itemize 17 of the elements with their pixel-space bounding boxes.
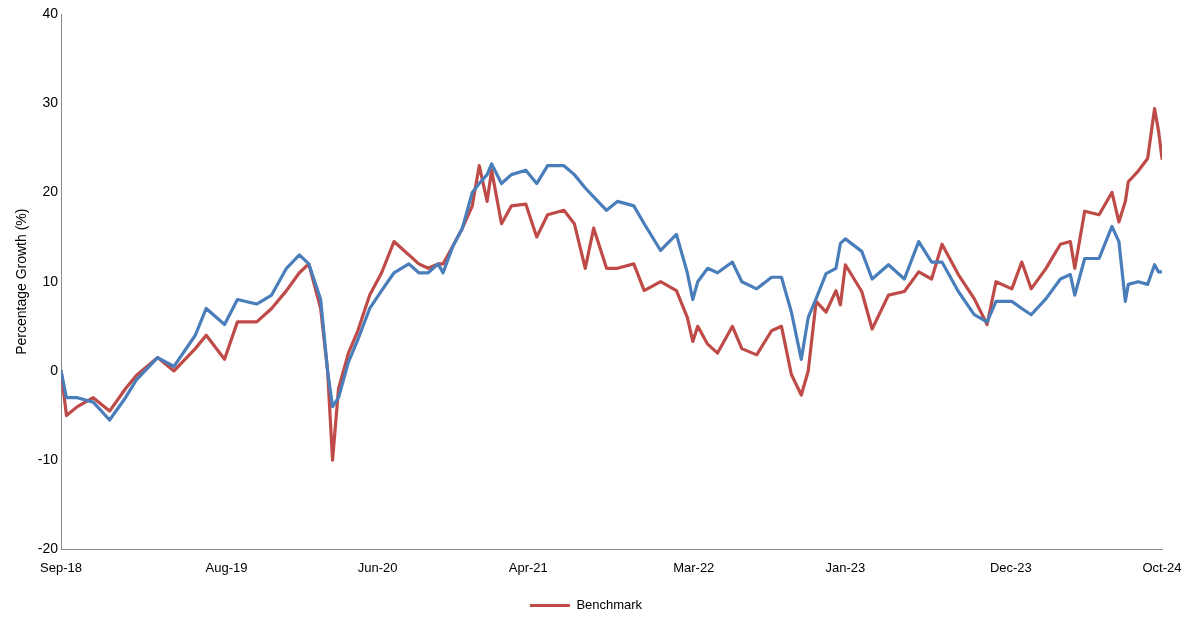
x-tick-label: Apr-21	[508, 559, 548, 575]
x-tick-label: Jan-23	[825, 559, 866, 575]
x-tick-label: Oct-24	[1142, 559, 1182, 575]
y-tick-label: -20	[37, 540, 59, 557]
y-tick-label: 30	[42, 94, 59, 111]
x-tick-label: Mar-22	[673, 559, 715, 575]
y-tick-label: 40	[42, 4, 59, 21]
y-axis-title: Percentage Growth (%)	[13, 208, 30, 355]
y-tick-label: 0	[50, 361, 59, 378]
x-tick-label: Jun-20	[357, 559, 398, 575]
y-tick-label: -10	[37, 451, 59, 468]
y-tick-label: 10	[42, 272, 59, 289]
y-tick-label: 20	[42, 183, 59, 200]
x-tick-label: Aug-19	[205, 559, 248, 575]
legend-label: Benchmark	[576, 597, 643, 613]
x-tick-label: Dec-23	[989, 559, 1032, 575]
x-tick-label: Sep-18	[40, 559, 82, 575]
